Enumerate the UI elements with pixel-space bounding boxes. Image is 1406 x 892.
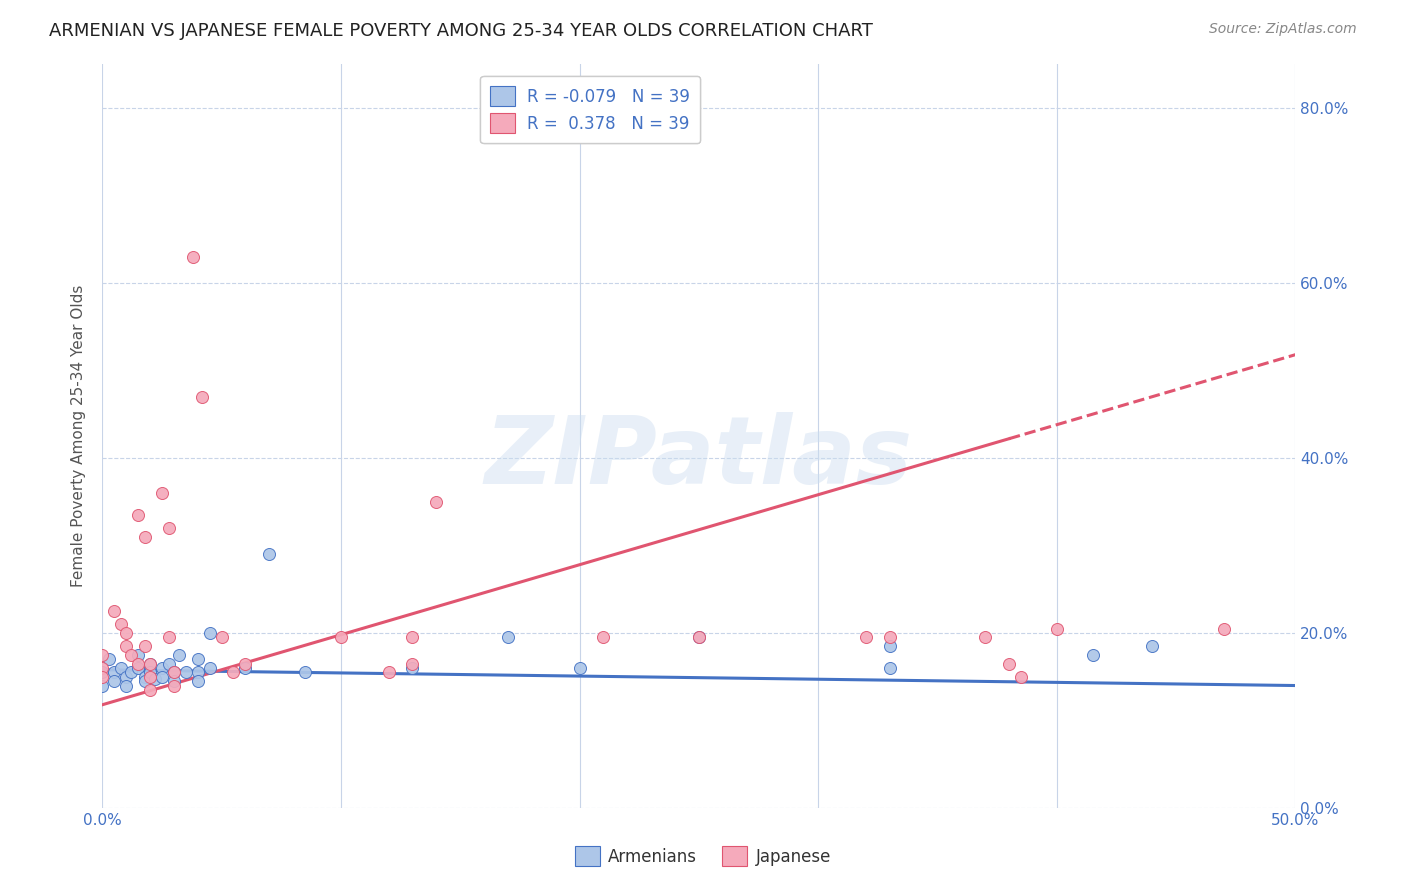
Point — [425, 494, 447, 508]
Point — [134, 670, 156, 684]
Point — [1010, 670, 1032, 684]
Point — [120, 665, 142, 680]
Point — [163, 665, 186, 680]
Point — [294, 665, 316, 680]
Point — [688, 631, 710, 645]
Point — [115, 670, 138, 684]
Point — [401, 631, 423, 645]
Point — [163, 665, 186, 680]
Point — [998, 657, 1021, 671]
Point — [150, 661, 173, 675]
Point — [127, 661, 149, 675]
Point — [91, 679, 114, 693]
Point — [377, 665, 399, 680]
Point — [235, 657, 257, 671]
Point — [115, 626, 138, 640]
Point — [115, 639, 138, 653]
Point — [496, 631, 519, 645]
Point — [157, 657, 180, 671]
Point — [91, 670, 114, 684]
Point — [134, 639, 156, 653]
Point — [1081, 648, 1104, 662]
Point — [174, 665, 197, 680]
Point — [91, 661, 114, 675]
Point — [1142, 639, 1164, 653]
Point — [103, 674, 125, 689]
Point — [139, 682, 162, 697]
Point — [98, 652, 121, 666]
Point — [150, 486, 173, 500]
Point — [855, 631, 877, 645]
Point — [974, 631, 997, 645]
Point — [191, 390, 214, 404]
Point — [329, 631, 352, 645]
Point — [120, 648, 142, 662]
Point — [222, 665, 245, 680]
Legend: Armenians, Japanese: Armenians, Japanese — [568, 839, 838, 873]
Point — [181, 250, 204, 264]
Point — [568, 661, 591, 675]
Text: Source: ZipAtlas.com: Source: ZipAtlas.com — [1209, 22, 1357, 37]
Point — [127, 648, 149, 662]
Y-axis label: Female Poverty Among 25-34 Year Olds: Female Poverty Among 25-34 Year Olds — [72, 285, 86, 587]
Point — [163, 674, 186, 689]
Text: ZIPatlas: ZIPatlas — [485, 412, 912, 504]
Point — [879, 661, 901, 675]
Point — [115, 679, 138, 693]
Point — [211, 631, 233, 645]
Point — [139, 670, 162, 684]
Legend: R = -0.079   N = 39, R =  0.378   N = 39: R = -0.079 N = 39, R = 0.378 N = 39 — [481, 76, 700, 144]
Point — [235, 661, 257, 675]
Point — [139, 657, 162, 671]
Point — [110, 617, 132, 632]
Point — [103, 665, 125, 680]
Point — [167, 648, 190, 662]
Point — [879, 639, 901, 653]
Point — [139, 657, 162, 671]
Point — [139, 665, 162, 680]
Point — [198, 626, 221, 640]
Point — [198, 661, 221, 675]
Point — [134, 674, 156, 689]
Point — [1046, 622, 1069, 636]
Point — [259, 547, 281, 561]
Point — [187, 665, 209, 680]
Point — [592, 631, 614, 645]
Point — [103, 604, 125, 618]
Point — [127, 508, 149, 522]
Point — [187, 674, 209, 689]
Text: ARMENIAN VS JAPANESE FEMALE POVERTY AMONG 25-34 YEAR OLDS CORRELATION CHART: ARMENIAN VS JAPANESE FEMALE POVERTY AMON… — [49, 22, 873, 40]
Point — [1212, 622, 1234, 636]
Point — [134, 530, 156, 544]
Point — [163, 679, 186, 693]
Point — [110, 661, 132, 675]
Point — [157, 521, 180, 535]
Point — [401, 661, 423, 675]
Point — [187, 652, 209, 666]
Point — [150, 670, 173, 684]
Point — [688, 631, 710, 645]
Point — [91, 648, 114, 662]
Point — [127, 657, 149, 671]
Point — [143, 672, 166, 686]
Point — [157, 631, 180, 645]
Point — [91, 665, 114, 680]
Point — [879, 631, 901, 645]
Point — [401, 657, 423, 671]
